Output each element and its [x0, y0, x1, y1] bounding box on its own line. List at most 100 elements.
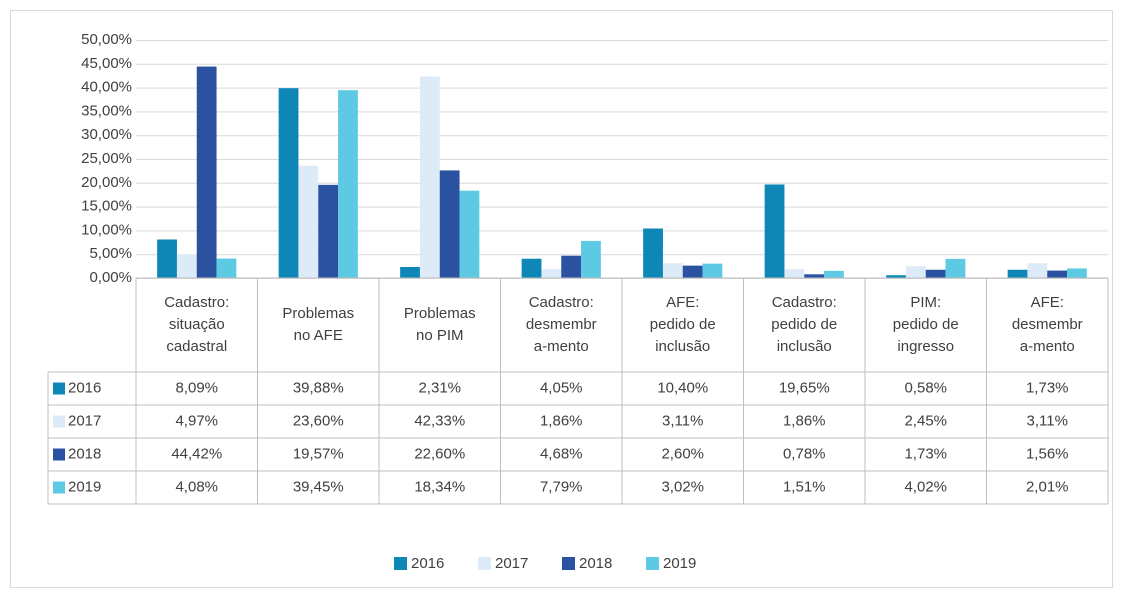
bar [643, 228, 663, 278]
category-label: Cadastro: [164, 294, 229, 311]
data-label: 44,42% [171, 445, 222, 462]
category-label: no PIM [416, 327, 464, 344]
y-tick-label: 5,00% [89, 245, 132, 262]
bar [521, 258, 542, 278]
bar [905, 266, 926, 278]
table-legend-key [53, 481, 65, 494]
data-label: 22,60% [414, 445, 465, 462]
data-label: 1,86% [783, 412, 826, 429]
data-label: 3,11% [1027, 412, 1068, 429]
y-tick-label: 35,00% [81, 102, 132, 119]
data-label: 1,51% [783, 478, 826, 495]
y-tick-label: 50,00% [81, 31, 132, 48]
y-tick-label: 20,00% [81, 174, 132, 191]
legend-key [646, 557, 659, 570]
legend-key [562, 557, 575, 570]
bar [764, 184, 785, 278]
data-label: 2,01% [1026, 478, 1069, 495]
category-label: pedido de [893, 316, 959, 333]
bar [581, 240, 601, 278]
bar [784, 269, 805, 278]
legend-label: 2019 [663, 555, 696, 572]
table-series-name: 2016 [68, 379, 101, 396]
category-label: ingresso [897, 338, 954, 355]
data-label: 3,11% [662, 412, 703, 429]
bar [400, 267, 420, 278]
category-label: desmembr [1012, 316, 1083, 333]
data-label: 19,65% [779, 379, 830, 396]
bar [1067, 268, 1087, 278]
bar [702, 263, 723, 278]
data-label: 42,33% [414, 412, 465, 429]
data-label: 4,97% [175, 412, 218, 429]
category-label: pedido de [650, 316, 716, 333]
data-label: 2,45% [904, 412, 947, 429]
bar [945, 258, 966, 278]
category-label: a-mento [1020, 338, 1075, 355]
data-label: 3,02% [661, 478, 704, 495]
data-label: 1,86% [540, 412, 583, 429]
data-label: 4,05% [540, 379, 583, 396]
data-label: 8,09% [175, 379, 218, 396]
table-series-name: 2019 [68, 478, 101, 495]
data-label: 19,57% [293, 445, 344, 462]
bar [1007, 269, 1028, 278]
table-legend-key [53, 382, 65, 395]
category-label: desmembr [526, 316, 597, 333]
legend-label: 2018 [579, 555, 612, 572]
category-label: pedido de [771, 316, 837, 333]
bar [804, 274, 825, 278]
bar [682, 265, 703, 278]
data-label: 1,56% [1026, 445, 1069, 462]
category-label: a-mento [534, 338, 589, 355]
category-label: no AFE [294, 327, 343, 344]
bar [278, 88, 299, 278]
legend-label: 2016 [411, 555, 444, 572]
y-tick-label: 0,00% [89, 269, 132, 286]
bar [459, 190, 480, 278]
category-label: PIM: [910, 294, 941, 311]
bar [318, 184, 339, 278]
y-tick-label: 10,00% [81, 221, 132, 238]
legend-label: 2017 [495, 555, 528, 572]
data-label: 7,79% [540, 478, 583, 495]
bar [196, 66, 217, 279]
data-label: 4,68% [540, 445, 583, 462]
category-label: AFE: [1031, 294, 1064, 311]
y-tick-label: 30,00% [81, 126, 132, 143]
bar [1027, 263, 1048, 278]
category-label: inclusão [655, 338, 710, 355]
data-label: 18,34% [414, 478, 465, 495]
bar [1047, 270, 1068, 278]
table-series-name: 2017 [68, 412, 101, 429]
data-label: 4,02% [904, 478, 947, 495]
category-label: inclusão [777, 338, 832, 355]
data-label: 0,78% [783, 445, 826, 462]
data-label: 1,73% [1026, 379, 1069, 396]
category-label: AFE: [666, 294, 699, 311]
category-label: Cadastro: [529, 294, 594, 311]
category-label: situação [169, 316, 225, 333]
category-label: Cadastro: [772, 294, 837, 311]
chart-border [10, 10, 1113, 588]
y-tick-label: 25,00% [81, 150, 132, 167]
bar [439, 170, 460, 278]
table-legend-key [53, 448, 65, 461]
category-label: Problemas [404, 305, 476, 322]
bar [886, 275, 906, 278]
y-tick-label: 40,00% [81, 79, 132, 96]
data-label: 2,60% [661, 445, 704, 462]
data-label: 10,40% [657, 379, 708, 396]
data-label: 39,45% [293, 478, 344, 495]
bar [298, 165, 319, 278]
bar [338, 90, 358, 278]
data-label: 0,58% [904, 379, 947, 396]
data-label: 1,73% [904, 445, 947, 462]
bar [541, 269, 562, 278]
y-tick-label: 45,00% [81, 55, 132, 72]
data-label: 4,08% [175, 478, 218, 495]
bar [157, 239, 177, 278]
bar [925, 269, 946, 278]
bar [419, 76, 440, 278]
